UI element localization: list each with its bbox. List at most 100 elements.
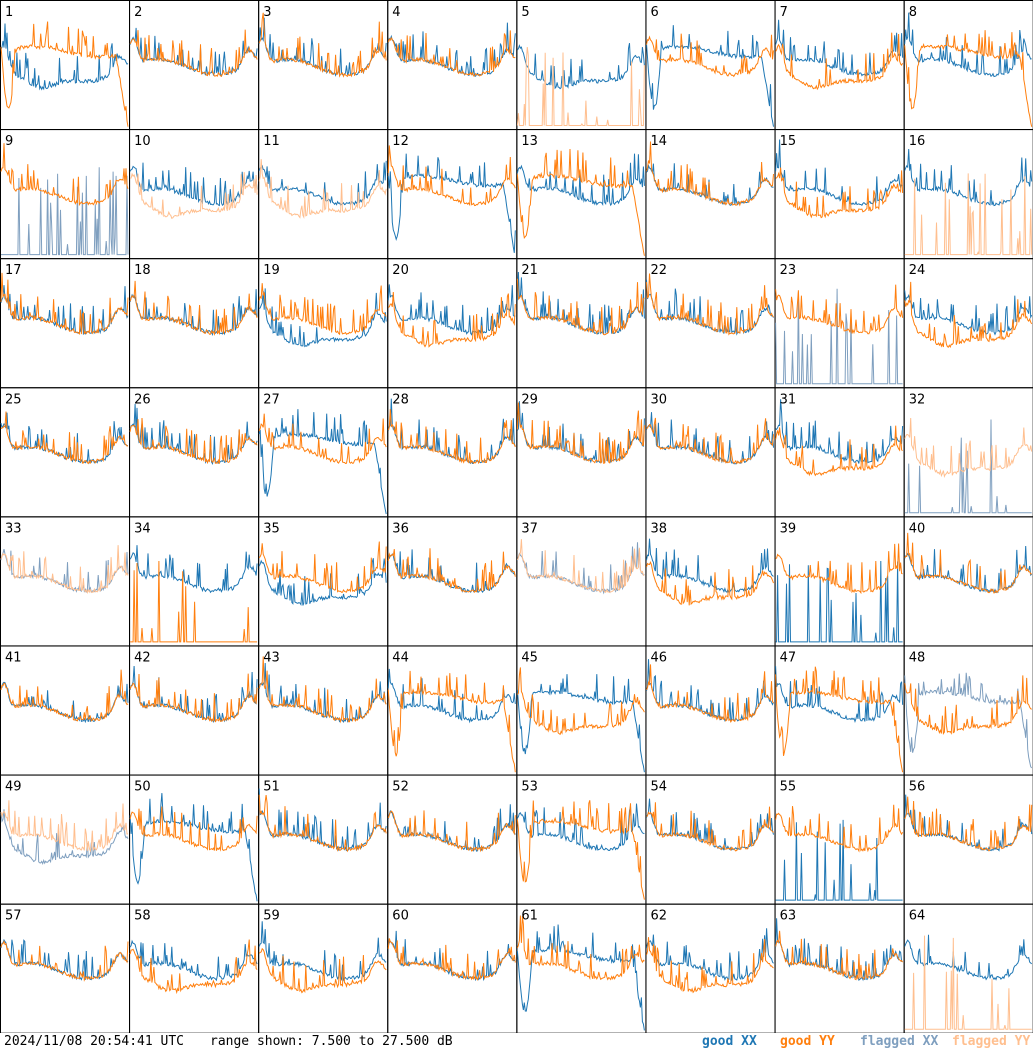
series-yy-line (0, 411, 129, 465)
panel-31: 31 (774, 387, 905, 518)
panel-2: 2 (129, 0, 260, 130)
series-yy-line (775, 804, 904, 853)
panel-8: 8 (903, 0, 1033, 130)
panel-12: 12 (387, 129, 518, 260)
panel-label: 31 (780, 392, 797, 407)
series-yy-line (387, 30, 516, 77)
panel-24: 24 (903, 258, 1033, 389)
panel-19: 19 (258, 258, 389, 389)
panel-label: 8 (909, 5, 917, 20)
series-yy-line (516, 915, 645, 981)
series-xx-line (516, 153, 645, 207)
series-xx-line (775, 666, 904, 723)
panel-label: 30 (651, 392, 668, 407)
panel-56: 56 (903, 774, 1033, 905)
panel-58: 58 (129, 903, 260, 1033)
footer-bar: 2024/11/08 20:54:41 UTC range shown: 7.5… (0, 1033, 1033, 1053)
series-yy-line (904, 417, 1033, 479)
panel-46: 46 (645, 645, 776, 776)
panel-21: 21 (516, 258, 647, 389)
series-yy-line (258, 541, 387, 593)
series-xx-line (646, 412, 774, 465)
series-xx-line (775, 918, 903, 982)
panel-33: 33 (0, 516, 130, 647)
panel-label: 51 (263, 780, 280, 795)
series-yy-line (129, 417, 258, 465)
series-xx-line (129, 793, 258, 902)
series-xx-line (387, 153, 516, 253)
panel-label: 1 (5, 5, 13, 20)
panel-52: 52 (387, 774, 518, 905)
panel-49: 49 (0, 774, 130, 905)
series-yy-line (258, 947, 387, 994)
panel-6: 6 (645, 0, 776, 130)
panel-29: 29 (516, 387, 647, 518)
panel-label: 27 (263, 392, 280, 407)
series-xx-line (0, 809, 129, 865)
series-xx-line (516, 43, 645, 90)
panel-27: 27 (258, 387, 389, 518)
panel-11: 11 (258, 129, 389, 260)
panel-label: 2 (134, 5, 142, 20)
panel-48: 48 (903, 645, 1033, 776)
panel-62: 62 (645, 903, 776, 1033)
series-yy-line (129, 280, 258, 337)
series-yy-line (258, 413, 387, 464)
panel-label: 20 (392, 263, 409, 278)
panel-4: 4 (387, 0, 518, 130)
panel-61: 61 (516, 903, 647, 1033)
panel-55: 55 (774, 774, 905, 905)
panel-5: 5 (516, 0, 647, 130)
series-yy-line (775, 543, 903, 595)
panel-label: 50 (134, 780, 151, 795)
panel-1: 1 (0, 0, 130, 130)
panel-label: 40 (909, 521, 926, 536)
panel-label: 35 (263, 521, 280, 536)
series-yy-line (646, 937, 774, 994)
series-xx-line (775, 560, 903, 643)
series-yy-line (646, 417, 774, 465)
series-yy-line (0, 545, 129, 595)
panel-39: 39 (774, 516, 905, 647)
series-yy-line (258, 159, 387, 219)
panel-label: 34 (134, 521, 151, 536)
series-xx-line (1, 167, 129, 256)
series-yy-line (387, 145, 516, 207)
series-yy-line (517, 667, 645, 736)
panel-14: 14 (645, 129, 776, 260)
series-xx-line (0, 938, 129, 981)
series-xx-line (775, 819, 903, 901)
panel-label: 13 (521, 134, 538, 149)
series-yy-line (258, 794, 387, 853)
panel-label: 44 (392, 651, 409, 666)
series-yy-line (387, 548, 516, 593)
series-yy-line (0, 143, 129, 207)
series-yy-line (516, 46, 645, 126)
panel-54: 54 (645, 774, 776, 905)
panel-label: 6 (651, 5, 659, 20)
panel-53: 53 (516, 774, 647, 905)
panel-41: 41 (0, 645, 130, 776)
panel-28: 28 (387, 387, 518, 518)
panel-label: 14 (651, 134, 668, 149)
series-yy-line (646, 141, 774, 207)
series-yy-line (0, 21, 129, 127)
series-yy-line (904, 30, 1033, 127)
panel-23: 23 (774, 258, 905, 389)
panel-label: 52 (392, 780, 409, 795)
series-yy-line (516, 402, 645, 465)
series-yy-line (0, 669, 129, 722)
panel-57: 57 (0, 903, 130, 1033)
panel-16: 16 (903, 129, 1033, 260)
panel-30: 30 (645, 387, 776, 518)
series-yy-line (646, 664, 774, 724)
series-yy-line (646, 273, 774, 336)
series-yy-line (775, 666, 904, 773)
series-xx-line (646, 163, 774, 206)
panel-label: 23 (780, 263, 797, 278)
series-xx-line (904, 934, 1033, 981)
panel-7: 7 (774, 0, 905, 130)
series-yy-line (904, 675, 1032, 735)
panel-35: 35 (258, 516, 389, 647)
series-xx-line (516, 674, 645, 773)
